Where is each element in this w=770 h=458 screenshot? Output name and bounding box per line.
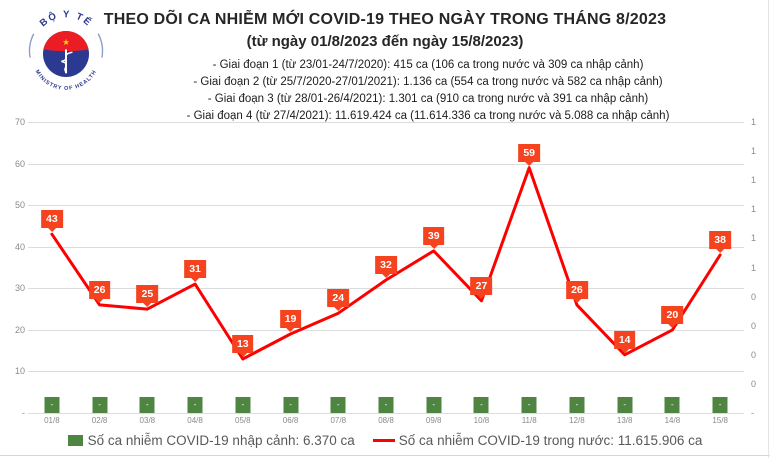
x-axis-tick-label: 06/8 xyxy=(282,416,299,425)
gridline xyxy=(28,329,744,331)
x-axis-tick-label: 08/8 xyxy=(378,416,394,425)
secondary-axis-tick-label: 1 xyxy=(751,262,757,273)
data-point-label: 25 xyxy=(136,285,159,308)
data-point-label: 59 xyxy=(518,143,541,166)
legend-line-marker xyxy=(372,439,395,442)
y-axis-tick-label: 70 xyxy=(14,117,25,127)
stage-line-3: - Giai đoạn 3 (từ 28/01-26/4/2021): 1.30… xyxy=(207,93,649,105)
stage-line-1: - Giai đoạn 1 (từ 23/01-24/7/2020): 415 … xyxy=(212,59,644,71)
bottom-divider xyxy=(0,455,770,456)
chart-legend: Số ca nhiễm COVID-19 nhập cảnh: 6.370 ca… xyxy=(0,433,770,448)
y-axis-tick-label: - xyxy=(22,408,25,418)
gridline xyxy=(28,122,744,123)
stage-summary-block: - Giai đoạn 1 (từ 23/01-24/7/2020): 415 … xyxy=(86,57,770,125)
imported-cases-bar: - xyxy=(378,397,394,413)
secondary-axis-tick-label: - xyxy=(751,408,754,418)
x-axis-tick-label: 07/8 xyxy=(330,416,347,425)
y-axis-tick-label: 40 xyxy=(14,241,25,252)
stage-line-2: - Giai đoạn 2 (từ 25/7/2020-27/01/2021):… xyxy=(193,76,663,88)
legend-item-domestic-cases: Số ca nhiễm COVID-19 trong nước: 11.615.… xyxy=(372,433,703,448)
right-edge-divider xyxy=(768,0,769,458)
x-axis-tick-label: 02/8 xyxy=(91,416,108,425)
x-axis-tick-label: 13/8 xyxy=(616,416,633,425)
x-axis-tick-label: 09/8 xyxy=(425,416,442,425)
imported-cases-bar: - xyxy=(664,397,680,413)
secondary-axis-tick-label: 0 xyxy=(751,320,757,331)
gridline xyxy=(28,413,744,414)
imported-cases-bar: - xyxy=(92,397,108,413)
x-axis-tick-label: 11/8 xyxy=(521,416,537,425)
imported-cases-bar: - xyxy=(712,397,728,413)
secondary-axis-tick-label: 0 xyxy=(751,349,757,360)
secondary-axis-tick-label: 1 xyxy=(751,117,757,127)
stage-line-4: - Giai đoạn 4 (từ 27/4/2021): 11.619.424… xyxy=(186,110,670,122)
x-axis-tick-label: 04/8 xyxy=(187,416,203,425)
imported-cases-bar: - xyxy=(521,397,537,413)
data-point-label: 20 xyxy=(661,305,684,328)
imported-cases-bar: - xyxy=(426,397,442,413)
data-point-label: 43 xyxy=(41,210,63,233)
gridline xyxy=(28,246,744,248)
x-axis-tick-label: 05/8 xyxy=(235,416,251,425)
data-point-label: 26 xyxy=(566,280,588,303)
legend-domestic-label: Số ca nhiễm COVID-19 trong nước: 11.615.… xyxy=(398,433,703,448)
data-point-label: 38 xyxy=(709,231,731,254)
y-axis-tick-label: 60 xyxy=(14,158,25,169)
data-point-label: 14 xyxy=(613,330,636,353)
data-point-label: 39 xyxy=(422,226,445,249)
imported-cases-bar: - xyxy=(187,397,203,413)
page-subtitle: (từ ngày 01/8/2023 đến ngày 15/8/2023) xyxy=(246,33,524,50)
legend-imported-label: Số ca nhiễm COVID-19 nhập cảnh: 6.370 ca xyxy=(87,433,355,448)
y-axis-tick-label: 50 xyxy=(14,200,25,211)
logo-star-icon: ★ xyxy=(62,38,69,47)
imported-cases-bar: - xyxy=(44,397,60,413)
data-point-label: 27 xyxy=(470,276,493,299)
x-axis-tick-label: 03/8 xyxy=(139,416,156,425)
x-axis-tick-label: 01/8 xyxy=(44,416,60,425)
gridline xyxy=(28,163,744,165)
logo-right-arc xyxy=(97,33,104,58)
secondary-axis-tick-label: 1 xyxy=(751,175,757,186)
data-point-label: 32 xyxy=(375,255,397,278)
x-axis-tick-label: 14/8 xyxy=(664,416,681,425)
secondary-axis-tick-label: 1 xyxy=(751,146,757,157)
x-axis-tick-label: 12/8 xyxy=(569,416,585,425)
gridline xyxy=(28,371,744,373)
data-point-label: 31 xyxy=(184,260,206,283)
gridline xyxy=(28,288,744,290)
x-axis-tick-label: 10/8 xyxy=(473,416,490,425)
data-point-label: 24 xyxy=(327,289,350,312)
page-title: THEO DÕI CA NHIỄM MỚI COVID-19 THEO NGÀY… xyxy=(103,11,667,28)
gridline xyxy=(28,205,744,207)
imported-cases-bar: - xyxy=(569,397,585,413)
ministry-of-health-logo: ★ BỘ Y TẾ MINISTRY OF HEALTH xyxy=(28,9,104,92)
imported-cases-bar: - xyxy=(617,397,633,413)
legend-square-marker xyxy=(67,435,83,446)
x-axis-tick-label: 15/8 xyxy=(712,416,728,425)
secondary-axis-tick-label: 0 xyxy=(751,378,757,389)
data-point-label: 13 xyxy=(231,334,254,357)
logo-left-arc xyxy=(28,33,35,58)
y-axis-tick-label: 10 xyxy=(14,366,25,377)
legend-item-imported-cases: Số ca nhiễm COVID-19 nhập cảnh: 6.370 ca xyxy=(67,433,355,448)
imported-cases-bar: - xyxy=(139,397,155,413)
imported-cases-bar: - xyxy=(235,397,251,413)
data-point-label: 26 xyxy=(88,280,111,303)
y-axis-tick-label: 30 xyxy=(14,283,25,294)
data-point-label: 19 xyxy=(279,310,302,332)
imported-cases-bar: - xyxy=(283,397,299,413)
secondary-axis-tick-label: 0 xyxy=(751,291,757,302)
imported-cases-bar: - xyxy=(473,397,489,413)
imported-cases-bar: - xyxy=(330,397,346,413)
secondary-axis-tick-label: 1 xyxy=(751,233,757,244)
logo-snake-icon xyxy=(61,51,73,74)
secondary-axis-tick-label: 1 xyxy=(751,204,757,215)
y-axis-tick-label: 20 xyxy=(14,324,25,335)
